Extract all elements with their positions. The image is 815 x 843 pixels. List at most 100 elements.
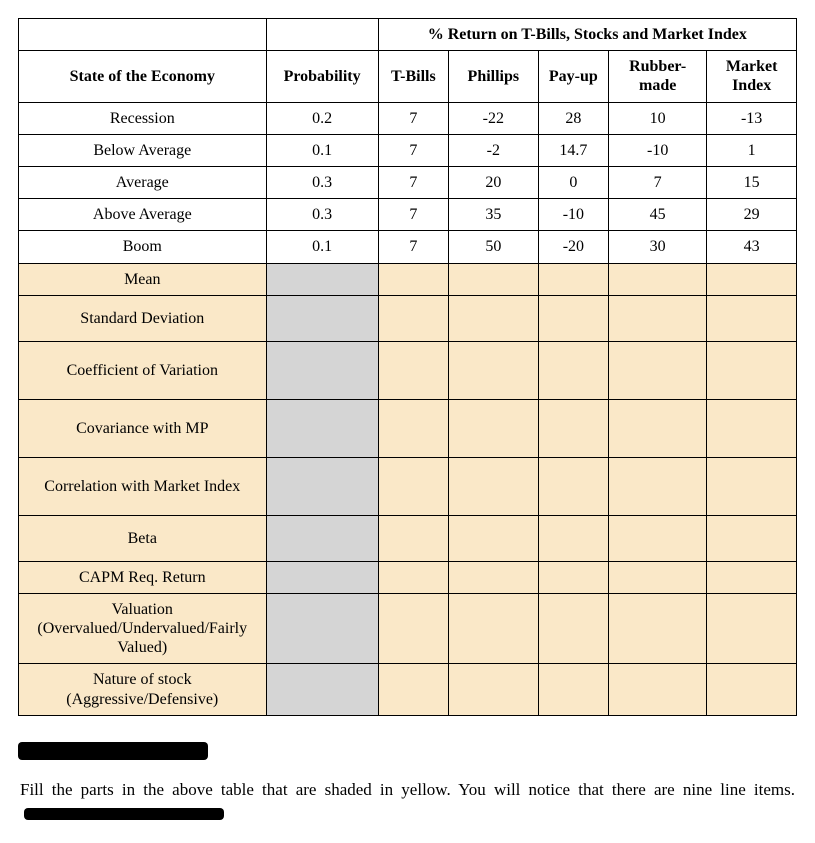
- cell-prob: 0.1: [266, 231, 378, 263]
- instruction-paragraph: Fill the parts in the above table that a…: [20, 779, 795, 825]
- calc-cell: [449, 263, 539, 295]
- cell-state: Recession: [19, 102, 267, 134]
- calc-row: Nature of stock(Aggressive/Defensive): [19, 664, 797, 715]
- calc-cell: [707, 664, 797, 715]
- calc-prob-blank: [266, 561, 378, 593]
- col-phillips: Phillips: [449, 51, 539, 102]
- calc-cell: [538, 561, 608, 593]
- table-row: Average 0.3 7 20 0 7 15: [19, 166, 797, 198]
- calc-cell: [707, 295, 797, 341]
- cell-phillips: 35: [449, 199, 539, 231]
- table-row: Below Average 0.1 7 -2 14.7 -10 1: [19, 134, 797, 166]
- calc-cell: [609, 457, 707, 515]
- cell-state: Above Average: [19, 199, 267, 231]
- calc-cell: [707, 399, 797, 457]
- calc-label: CAPM Req. Return: [19, 561, 267, 593]
- cell-phillips: 50: [449, 231, 539, 263]
- calc-row: CAPM Req. Return: [19, 561, 797, 593]
- cell-tbills: 7: [378, 134, 448, 166]
- calc-cell: [609, 399, 707, 457]
- col-tbills: T-Bills: [378, 51, 448, 102]
- calc-cell: [609, 341, 707, 399]
- calc-cell: [707, 457, 797, 515]
- calc-cell: [609, 593, 707, 664]
- cell-tbills: 7: [378, 231, 448, 263]
- cell-state: Average: [19, 166, 267, 198]
- col-prob: Probability: [266, 51, 378, 102]
- calc-cell: [538, 399, 608, 457]
- instruction-text: Fill the parts in the above table that a…: [20, 780, 795, 799]
- calc-cell: [707, 341, 797, 399]
- calc-label: Mean: [19, 263, 267, 295]
- cell-market: 1: [707, 134, 797, 166]
- calc-cell: [538, 593, 608, 664]
- calc-label: Correlation with Market Index: [19, 457, 267, 515]
- table-row: Recession 0.2 7 -22 28 10 -13: [19, 102, 797, 134]
- cell-prob: 0.1: [266, 134, 378, 166]
- cell-market: 15: [707, 166, 797, 198]
- calc-row: Beta: [19, 515, 797, 561]
- calc-cell: [609, 664, 707, 715]
- calc-row: Standard Deviation: [19, 295, 797, 341]
- calc-cell: [538, 341, 608, 399]
- cell-payup: -20: [538, 231, 608, 263]
- calc-cell: [609, 295, 707, 341]
- calc-prob-blank: [266, 295, 378, 341]
- calc-prob-blank: [266, 664, 378, 715]
- cell-state: Below Average: [19, 134, 267, 166]
- cell-state: Boom: [19, 231, 267, 263]
- calc-cell: [378, 561, 448, 593]
- cell-market: 43: [707, 231, 797, 263]
- blank-cell: [266, 19, 378, 51]
- calc-cell: [378, 664, 448, 715]
- calc-cell: [538, 515, 608, 561]
- calc-cell: [707, 593, 797, 664]
- calc-row: Mean: [19, 263, 797, 295]
- calc-prob-blank: [266, 341, 378, 399]
- calc-cell: [707, 263, 797, 295]
- cell-phillips: -22: [449, 102, 539, 134]
- cell-payup: 0: [538, 166, 608, 198]
- col-rubber: Rubber-made: [609, 51, 707, 102]
- cell-rubber: 30: [609, 231, 707, 263]
- calc-cell: [707, 515, 797, 561]
- cell-tbills: 7: [378, 199, 448, 231]
- table-row: Above Average 0.3 7 35 -10 45 29: [19, 199, 797, 231]
- cell-rubber: 10: [609, 102, 707, 134]
- table-row: Boom 0.1 7 50 -20 30 43: [19, 231, 797, 263]
- cell-payup: 14.7: [538, 134, 608, 166]
- calc-cell: [378, 263, 448, 295]
- redaction-mark: [24, 808, 224, 820]
- calc-cell: [609, 263, 707, 295]
- cell-prob: 0.3: [266, 199, 378, 231]
- cell-rubber: -10: [609, 134, 707, 166]
- calc-cell: [449, 593, 539, 664]
- calc-prob-blank: [266, 515, 378, 561]
- calc-cell: [378, 399, 448, 457]
- cell-tbills: 7: [378, 166, 448, 198]
- cell-tbills: 7: [378, 102, 448, 134]
- cell-payup: 28: [538, 102, 608, 134]
- cell-phillips: -2: [449, 134, 539, 166]
- calc-label: Standard Deviation: [19, 295, 267, 341]
- calc-cell: [538, 295, 608, 341]
- calc-cell: [378, 515, 448, 561]
- calc-row: Valuation(Overvalued/Undervalued/Fairly …: [19, 593, 797, 664]
- calc-cell: [449, 399, 539, 457]
- calc-prob-blank: [266, 457, 378, 515]
- calc-label: Nature of stock(Aggressive/Defensive): [19, 664, 267, 715]
- calc-cell: [609, 515, 707, 561]
- blank-cell: [19, 19, 267, 51]
- cell-payup: -10: [538, 199, 608, 231]
- cell-prob: 0.3: [266, 166, 378, 198]
- cell-market: -13: [707, 102, 797, 134]
- cell-rubber: 7: [609, 166, 707, 198]
- calc-prob-blank: [266, 399, 378, 457]
- calc-cell: [378, 593, 448, 664]
- calc-cell: [378, 341, 448, 399]
- col-payup: Pay-up: [538, 51, 608, 102]
- calc-prob-blank: [266, 263, 378, 295]
- calc-row: Correlation with Market Index: [19, 457, 797, 515]
- calc-cell: [538, 263, 608, 295]
- calc-cell: [538, 457, 608, 515]
